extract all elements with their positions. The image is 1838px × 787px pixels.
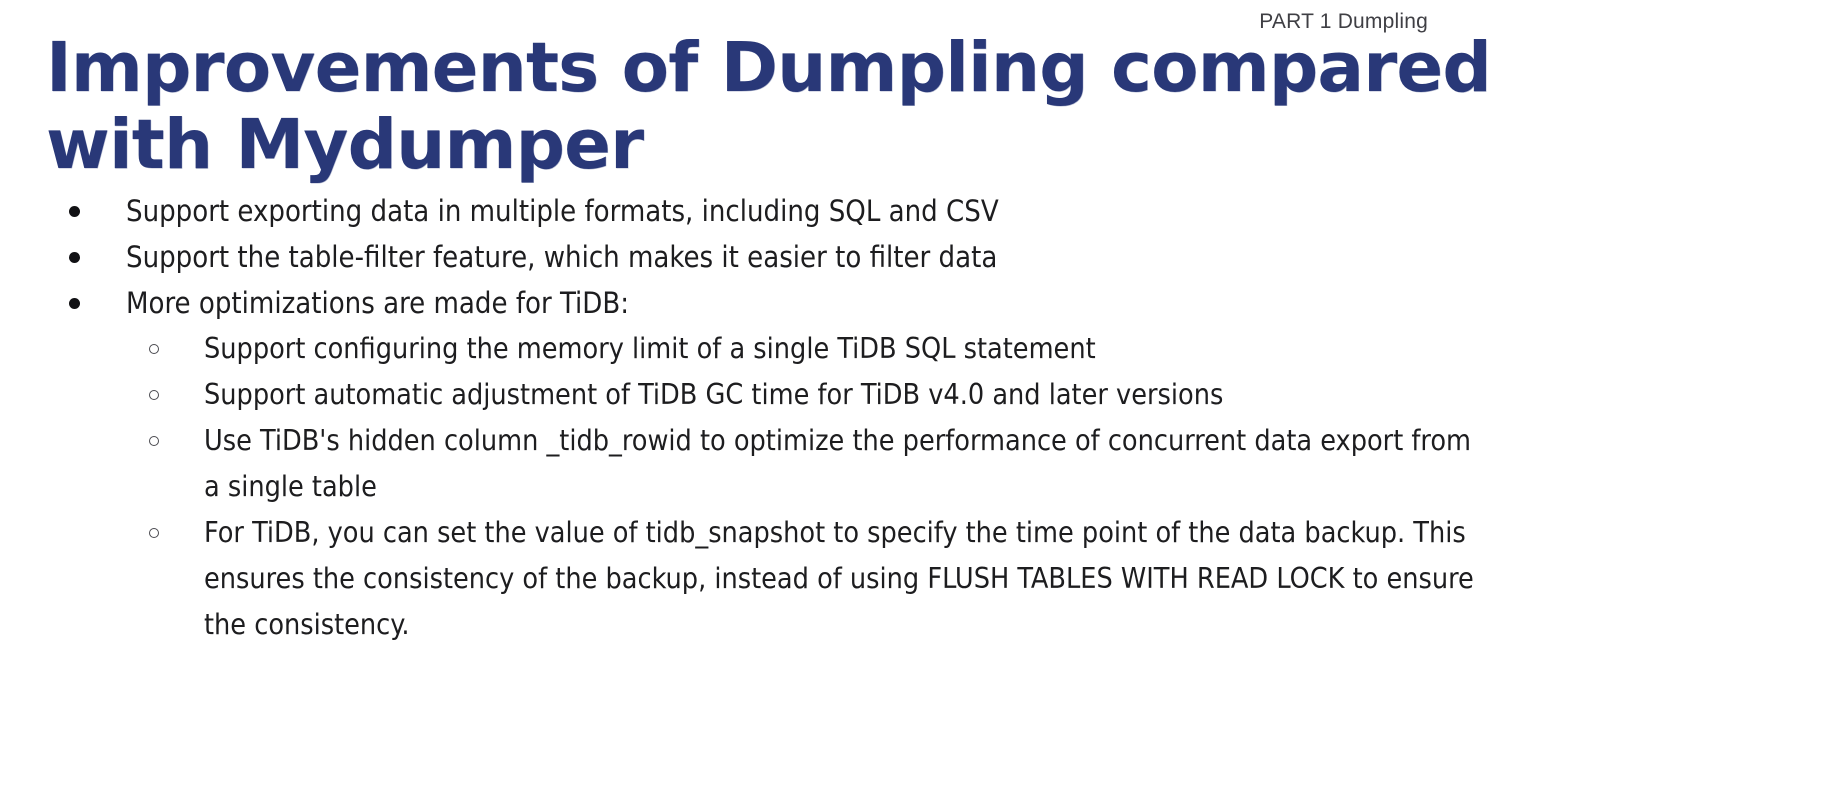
hollow-circle-bullet-icon — [149, 436, 159, 446]
list-item: For TiDB, you can set the value of tidb_… — [126, 510, 1786, 648]
list-item: Support configuring the memory limit of … — [126, 326, 1786, 372]
slide-kicker-label: PART 1 Dumpling — [1259, 10, 1428, 33]
list-item-label: For TiDB, you can set the value of tidb_… — [204, 516, 1474, 641]
hollow-circle-bullet-icon — [149, 390, 159, 400]
list-item: Support automatic adjustment of TiDB GC … — [126, 372, 1786, 418]
slide-body-content: Support exporting data in multiple forma… — [46, 188, 1786, 648]
list-item-label: Support automatic adjustment of TiDB GC … — [204, 378, 1224, 411]
list-item-label: Support configuring the memory limit of … — [204, 332, 1096, 365]
list-item-label: Support exporting data in multiple forma… — [126, 194, 999, 228]
filled-disc-bullet-icon — [69, 298, 80, 309]
nested-list-container: Support configuring the memory limit of … — [46, 326, 1786, 648]
slide-title-block: Improvements of Dumpling compared with M… — [46, 28, 1646, 186]
hollow-circle-bullet-icon — [149, 528, 159, 538]
filled-disc-bullet-icon — [69, 206, 80, 217]
list-item-label: More optimizations are made for TiDB: — [126, 286, 630, 320]
list-item: Support exporting data in multiple forma… — [46, 188, 1786, 234]
hollow-circle-bullet-icon — [149, 344, 159, 354]
filled-disc-bullet-icon — [69, 252, 80, 263]
bullet-list-level2: Support configuring the memory limit of … — [46, 326, 1786, 648]
list-item: More optimizations are made for TiDB: — [46, 280, 1786, 326]
list-item: Use TiDB's hidden column _tidb_rowid to … — [126, 418, 1786, 510]
list-item: Support the table-filter feature, which … — [46, 234, 1786, 280]
list-item-label: Use TiDB's hidden column _tidb_rowid to … — [204, 424, 1471, 503]
bullet-list-level1: Support exporting data in multiple forma… — [46, 188, 1786, 648]
page-title: Improvements of Dumpling compared with M… — [46, 28, 1492, 186]
list-item-label: Support the table-filter feature, which … — [126, 240, 998, 274]
